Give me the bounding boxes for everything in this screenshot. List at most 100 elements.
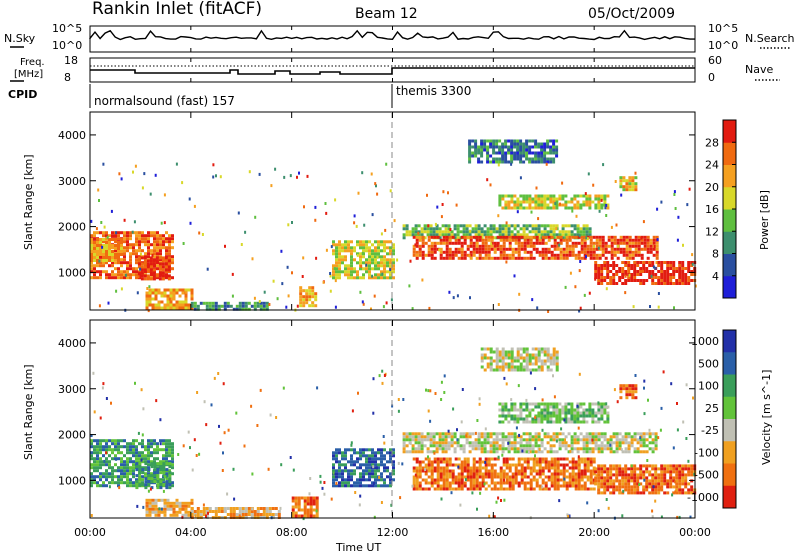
heatmap-cell <box>315 256 318 260</box>
heatmap-cell <box>558 233 562 237</box>
heatmap-cell <box>392 463 395 467</box>
heatmap-cell <box>420 435 424 439</box>
heatmap-cell <box>444 435 448 439</box>
heatmap-cell <box>561 432 565 436</box>
heatmap-cell <box>612 467 616 471</box>
heatmap-cell <box>102 238 105 241</box>
heatmap-cell <box>123 472 126 476</box>
heatmap-cell <box>153 468 157 472</box>
heatmap-cell <box>502 247 506 251</box>
heatmap-cell <box>591 417 595 421</box>
heatmap-cell <box>450 438 454 442</box>
heatmap-cell <box>231 294 234 298</box>
heatmap-cell <box>350 246 353 250</box>
heatmap-cell <box>556 466 560 470</box>
heatmap-cell <box>156 457 159 461</box>
heatmap-cell <box>154 507 158 511</box>
heatmap-cell <box>448 290 451 294</box>
heatmap-cell <box>633 276 637 279</box>
heatmap-cell <box>540 230 544 234</box>
heatmap-cell <box>445 484 449 488</box>
heatmap-cell <box>544 475 548 479</box>
heatmap-cell <box>141 466 144 470</box>
heatmap-cell <box>158 265 162 269</box>
heatmap-cell <box>472 466 476 470</box>
heatmap-cell <box>415 472 419 476</box>
heatmap-cell <box>341 255 344 259</box>
heatmap-cell <box>687 464 691 468</box>
heatmap-cell <box>669 276 673 279</box>
heatmap-cell <box>502 475 506 479</box>
heatmap-cell <box>105 247 108 250</box>
heatmap-cell <box>435 450 439 454</box>
heatmap-cell <box>541 238 545 242</box>
heatmap-cell <box>158 262 162 266</box>
heatmap-cell <box>229 304 233 308</box>
heatmap-cell <box>90 475 93 479</box>
heatmap-cell <box>377 243 380 247</box>
heatmap-cell <box>540 438 544 442</box>
heatmap-cell <box>93 463 96 467</box>
heatmap-cell <box>344 451 347 455</box>
heatmap-cell <box>181 303 185 307</box>
heatmap-cell <box>494 242 497 246</box>
heatmap-cell <box>442 190 445 194</box>
heatmap-cell <box>368 261 371 265</box>
heatmap-cell <box>187 303 191 307</box>
heatmap-cell <box>537 402 541 406</box>
heatmap-cell <box>294 496 298 500</box>
heatmap-cell <box>332 471 335 475</box>
heatmap-cell <box>663 491 667 495</box>
heatmap-cell <box>540 197 544 201</box>
heatmap-cell <box>646 244 650 248</box>
heatmap-cell <box>480 227 484 231</box>
heatmap-cell <box>522 160 526 164</box>
heatmap-cell <box>537 347 541 351</box>
heatmap-cell <box>507 420 511 424</box>
heatmap-cell <box>540 233 544 237</box>
heatmap-cell <box>157 291 161 295</box>
heatmap-cell <box>489 139 493 143</box>
heatmap-cell <box>108 244 111 247</box>
heatmap-cell <box>502 463 506 467</box>
heatmap-cell <box>137 275 140 279</box>
heatmap-cell <box>102 472 105 476</box>
heatmap-cell <box>534 197 538 201</box>
heatmap-cell <box>624 485 628 489</box>
heatmap-cell <box>325 211 328 215</box>
heatmap-cell <box>654 447 658 451</box>
heatmap-cell <box>274 167 277 171</box>
heatmap-cell <box>519 157 523 161</box>
heatmap-cell <box>155 256 159 260</box>
heatmap-cell <box>184 303 188 307</box>
heatmap-cell <box>609 441 613 445</box>
heatmap-cell <box>120 241 123 244</box>
heatmap-cell <box>114 238 117 241</box>
heatmap-cell <box>516 450 520 454</box>
heatmap-cell <box>93 270 96 274</box>
heatmap-cell <box>552 206 556 210</box>
heatmap-cell <box>418 475 422 479</box>
heatmap-cell <box>330 245 333 249</box>
heatmap-cell <box>513 139 517 143</box>
heatmap-cell <box>135 261 138 265</box>
heatmap-cell <box>144 460 147 464</box>
heatmap-cell <box>493 484 497 488</box>
heatmap-cell <box>552 450 556 454</box>
heatmap-cell <box>147 480 151 484</box>
heatmap-cell <box>374 481 377 485</box>
heatmap-cell <box>609 479 613 483</box>
heatmap-cell <box>558 438 562 442</box>
heatmap-cell <box>681 488 685 492</box>
heatmap-cell <box>426 193 428 197</box>
heatmap-cell <box>429 233 433 237</box>
heatmap-cell <box>159 460 162 464</box>
heatmap-cell <box>490 238 494 242</box>
heatmap-cell <box>633 438 637 442</box>
heatmap-cell <box>507 408 511 412</box>
heatmap-cell <box>441 230 445 234</box>
heatmap-cell <box>389 276 392 280</box>
heatmap-cell <box>522 206 526 210</box>
heatmap-cell <box>138 231 141 235</box>
heatmap-cell <box>172 306 176 310</box>
